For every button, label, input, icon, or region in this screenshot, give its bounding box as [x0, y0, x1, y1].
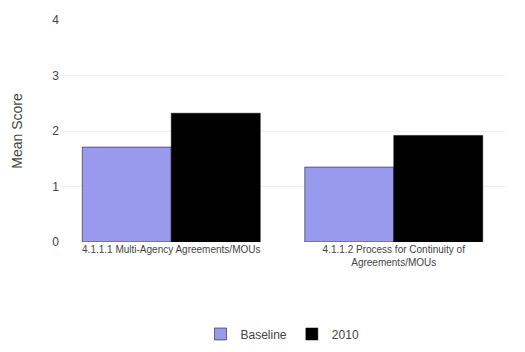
svg-text:2010: 2010	[332, 328, 359, 342]
svg-text:4: 4	[52, 13, 59, 27]
svg-text:4.1.1.2 Process for Continuity: 4.1.1.2 Process for Continuity ofAgreeme…	[323, 244, 466, 268]
svg-text:3: 3	[52, 69, 59, 83]
svg-text:2: 2	[52, 124, 59, 138]
svg-text:0: 0	[52, 235, 59, 249]
svg-text:Baseline: Baseline	[241, 328, 287, 342]
svg-text:4.1.1.1 Multi-Agency Agreement: 4.1.1.1 Multi-Agency Agreements/MOUs	[82, 244, 260, 255]
svg-text:1: 1	[52, 180, 59, 194]
svg-text:Mean Score: Mean Score	[9, 93, 25, 169]
